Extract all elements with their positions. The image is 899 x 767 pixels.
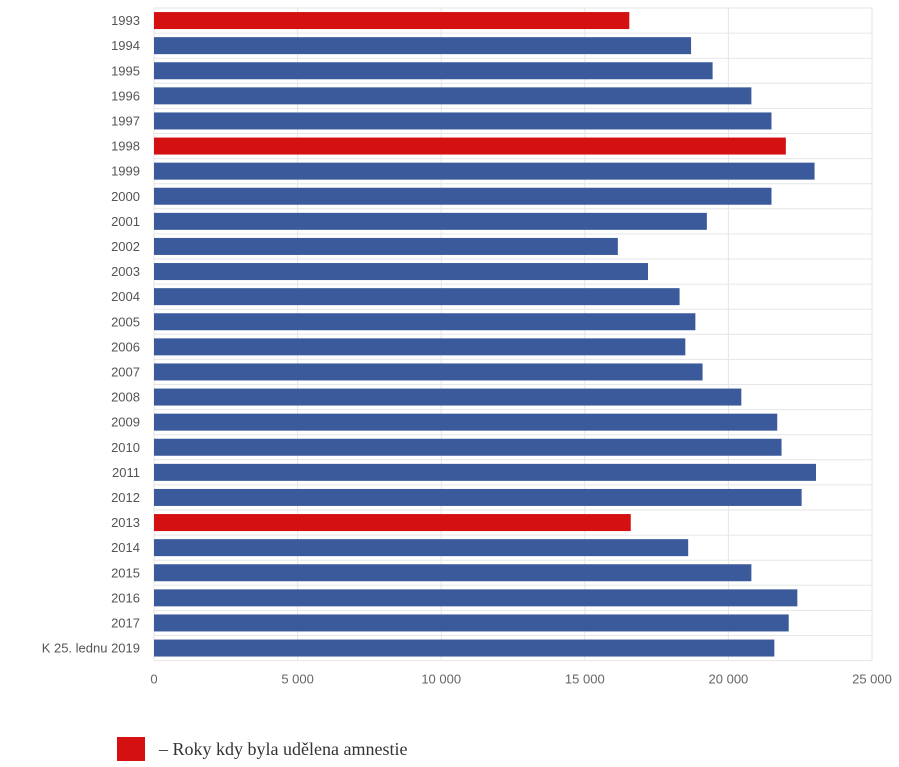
category-label: 2004 bbox=[111, 289, 140, 304]
bar bbox=[154, 463, 816, 481]
bar bbox=[154, 137, 786, 155]
x-axis-tick-labels: 0 5 000 10 000 15 000 20 000 25 000 bbox=[150, 672, 892, 687]
legend: – Roky kdy byla udělena amnestie bbox=[117, 737, 407, 761]
bar bbox=[154, 388, 742, 406]
category-label: 2011 bbox=[112, 465, 140, 480]
category-label: 2007 bbox=[111, 364, 140, 379]
category-label: K 25. lednu 2019 bbox=[42, 641, 140, 656]
bar bbox=[154, 288, 680, 306]
category-label: 2006 bbox=[111, 339, 140, 354]
category-label: 2003 bbox=[111, 264, 140, 279]
category-label: 2016 bbox=[111, 590, 140, 605]
category-label: 2010 bbox=[111, 440, 140, 455]
category-label: 2014 bbox=[111, 540, 140, 555]
bar-chart: 1993 1994 1995 1996 1997 1998 1999 2000 2001 2002… bbox=[42, 7, 892, 687]
bar bbox=[154, 338, 686, 356]
x-tick-label: 15 000 bbox=[565, 672, 605, 687]
bar bbox=[154, 639, 775, 657]
category-label: 2013 bbox=[111, 515, 140, 530]
bar bbox=[154, 62, 713, 80]
category-label: 2015 bbox=[111, 565, 140, 580]
bar bbox=[154, 413, 778, 431]
category-label: 1995 bbox=[111, 63, 140, 78]
category-label: 1996 bbox=[111, 88, 140, 103]
category-label: 2001 bbox=[111, 214, 140, 229]
bar bbox=[154, 263, 648, 281]
category-label: 2005 bbox=[111, 314, 140, 329]
category-label: 1993 bbox=[111, 13, 140, 28]
category-label: 1998 bbox=[111, 139, 140, 154]
bar bbox=[154, 112, 772, 130]
bar bbox=[154, 614, 789, 632]
category-label: 2017 bbox=[111, 615, 140, 630]
x-tick-label: 0 bbox=[150, 672, 157, 687]
category-label: 1994 bbox=[111, 38, 140, 53]
bar bbox=[154, 514, 631, 532]
legend-swatch bbox=[117, 737, 145, 761]
bar bbox=[154, 589, 798, 607]
grid-lines bbox=[153, 7, 873, 662]
bars bbox=[154, 12, 816, 657]
category-label: 2002 bbox=[111, 239, 140, 254]
x-tick-label: 25 000 bbox=[852, 672, 892, 687]
bar bbox=[154, 438, 782, 456]
category-labels: 1993 1994 1995 1996 1997 1998 1999 2000 2001 2002… bbox=[42, 13, 140, 656]
bar bbox=[154, 237, 618, 255]
category-label: 1999 bbox=[111, 164, 140, 179]
bar bbox=[154, 363, 703, 381]
x-tick-label: 10 000 bbox=[421, 672, 461, 687]
bar bbox=[154, 87, 752, 105]
bar bbox=[154, 187, 772, 205]
bar bbox=[154, 564, 752, 582]
x-tick-label: 20 000 bbox=[709, 672, 749, 687]
bar bbox=[154, 539, 689, 557]
bar bbox=[154, 37, 692, 55]
category-label: 2000 bbox=[111, 189, 140, 204]
x-tick-label: 5 000 bbox=[281, 672, 314, 687]
bar bbox=[154, 162, 815, 180]
category-label: 2012 bbox=[111, 490, 140, 505]
category-label: 2009 bbox=[111, 415, 140, 430]
bar bbox=[154, 488, 802, 506]
bar bbox=[154, 212, 707, 230]
category-label: 2008 bbox=[111, 390, 140, 405]
category-label: 1997 bbox=[111, 113, 140, 128]
bar bbox=[154, 12, 630, 30]
bar bbox=[154, 313, 696, 331]
legend-label: – Roky kdy byla udělena amnestie bbox=[159, 738, 408, 759]
